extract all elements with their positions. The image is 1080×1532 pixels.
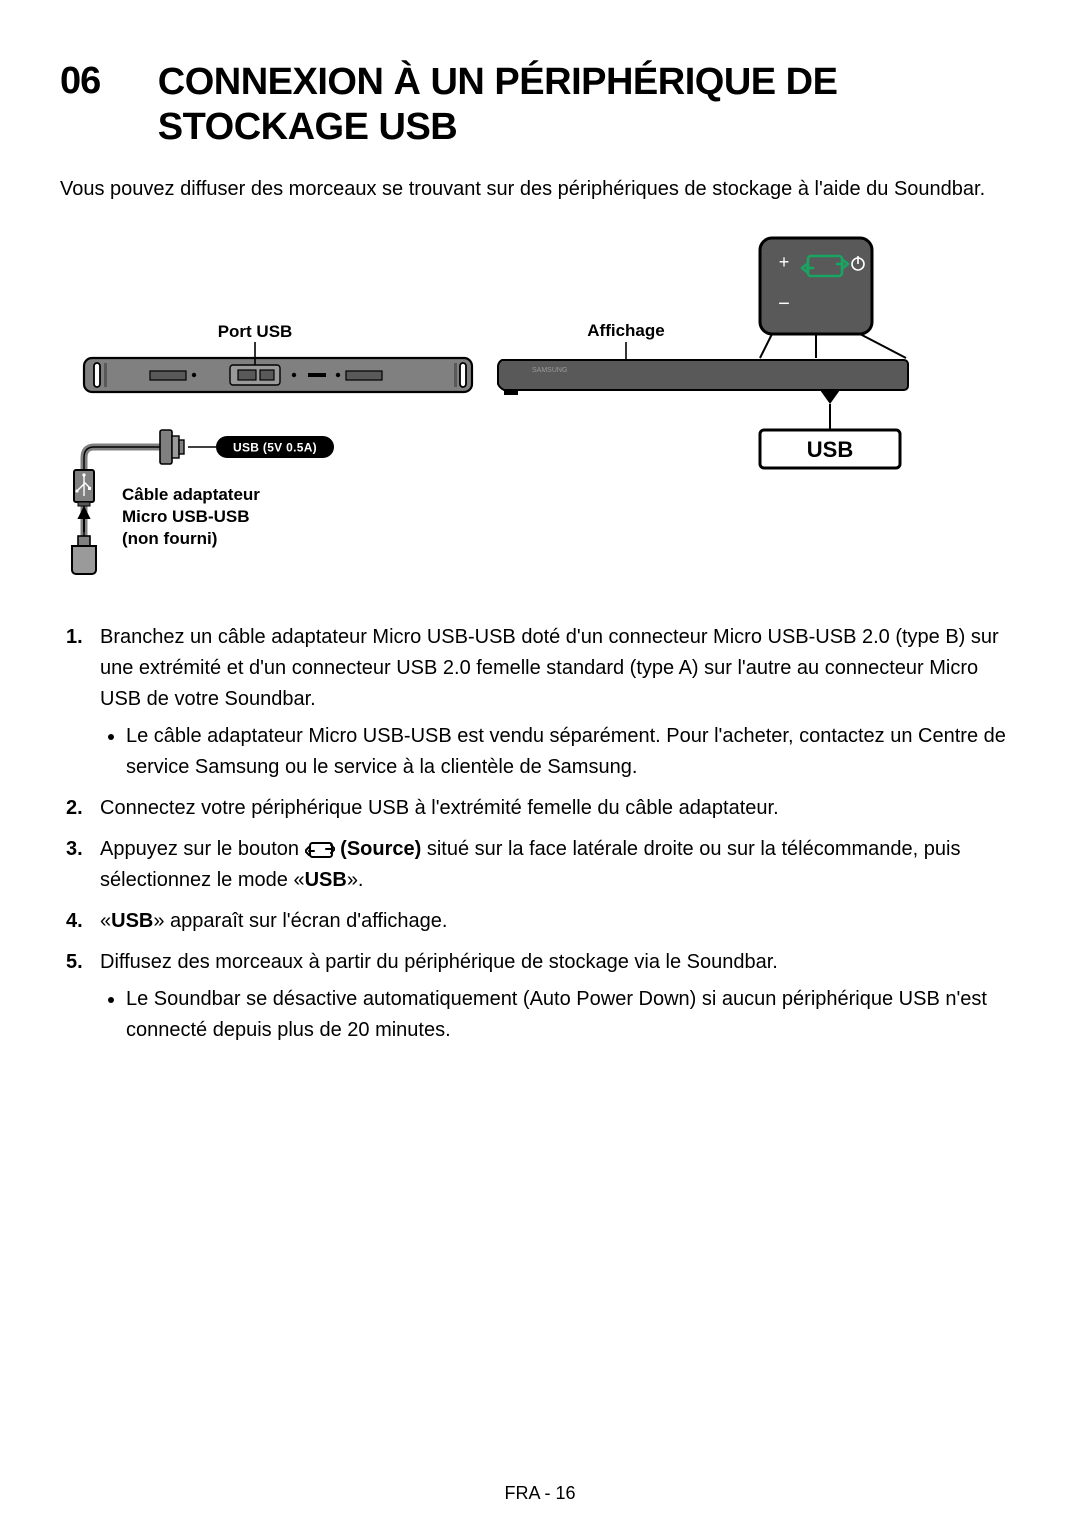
heading-title: CONNEXION À UN PÉRIPHÉRIQUE DE STOCKAGE …	[158, 60, 838, 150]
step-3-usb: USB	[305, 869, 347, 891]
section-heading: 06 CONNEXION À UN PÉRIPHÉRIQUE DE STOCKA…	[60, 60, 1020, 150]
step-5-sub-1: Le Soundbar se désactive automatiquement…	[126, 984, 1020, 1046]
step-1-text: Branchez un câble adaptateur Micro USB-U…	[100, 626, 999, 710]
cable-label-line3: (non fourni)	[122, 529, 217, 548]
step-3-source: (Source)	[340, 838, 421, 860]
heading-title-line2: STOCKAGE USB	[158, 106, 457, 148]
step-5-text: Diffusez des morceaux à partir du périph…	[100, 951, 778, 973]
remote-source-panel: + −	[760, 238, 872, 360]
heading-number: 06	[60, 60, 140, 104]
svg-text:SAMSUNG: SAMSUNG	[532, 367, 567, 374]
step-4-text-a: «	[100, 910, 111, 932]
intro-text: Vous pouvez diffuser des morceaux se tro…	[60, 174, 1020, 204]
cable-label-line2: Micro USB-USB	[122, 507, 250, 526]
step-3: Appuyez sur le bouton (Source) situé sur…	[100, 834, 1020, 896]
connection-diagram: Port USB	[60, 232, 1020, 592]
affichage-label: Affichage	[587, 321, 664, 340]
soundbar-bottom: Port USB	[84, 322, 472, 392]
adapter-cable: USB (5V 0.5A) Câble adaptateur Micro USB…	[72, 392, 334, 574]
usb-5v-label: USB (5V 0.5A)	[233, 440, 317, 454]
step-3-text-a: Appuyez sur le bouton	[100, 838, 305, 860]
port-usb-label: Port USB	[218, 322, 293, 341]
step-5: Diffusez des morceaux à partir du périph…	[100, 947, 1020, 1046]
step-4-usb: USB	[111, 910, 153, 932]
step-1-sub-1: Le câble adaptateur Micro USB-USB est ve…	[126, 721, 1020, 783]
step-3-text-c: ».	[347, 869, 364, 891]
step-4-text-b: » apparaît sur l'écran d'affichage.	[153, 910, 447, 932]
step-4: «USB» apparaît sur l'écran d'affichage.	[100, 906, 1020, 937]
step-2: Connectez votre périphérique USB à l'ext…	[100, 793, 1020, 824]
step-1: Branchez un câble adaptateur Micro USB-U…	[100, 622, 1020, 783]
instruction-steps: Branchez un câble adaptateur Micro USB-U…	[60, 622, 1020, 1046]
soundbar-front: SAMSUNG Affichage	[498, 321, 908, 432]
cable-label-line1: Câble adaptateur	[122, 485, 260, 504]
source-icon	[305, 841, 335, 859]
svg-text:−: −	[778, 293, 790, 315]
usb-mode-box: USB	[807, 437, 853, 462]
page-footer: FRA - 16	[60, 1483, 1020, 1504]
svg-text:+: +	[779, 252, 790, 272]
heading-title-line1: CONNEXION À UN PÉRIPHÉRIQUE DE	[158, 61, 838, 103]
